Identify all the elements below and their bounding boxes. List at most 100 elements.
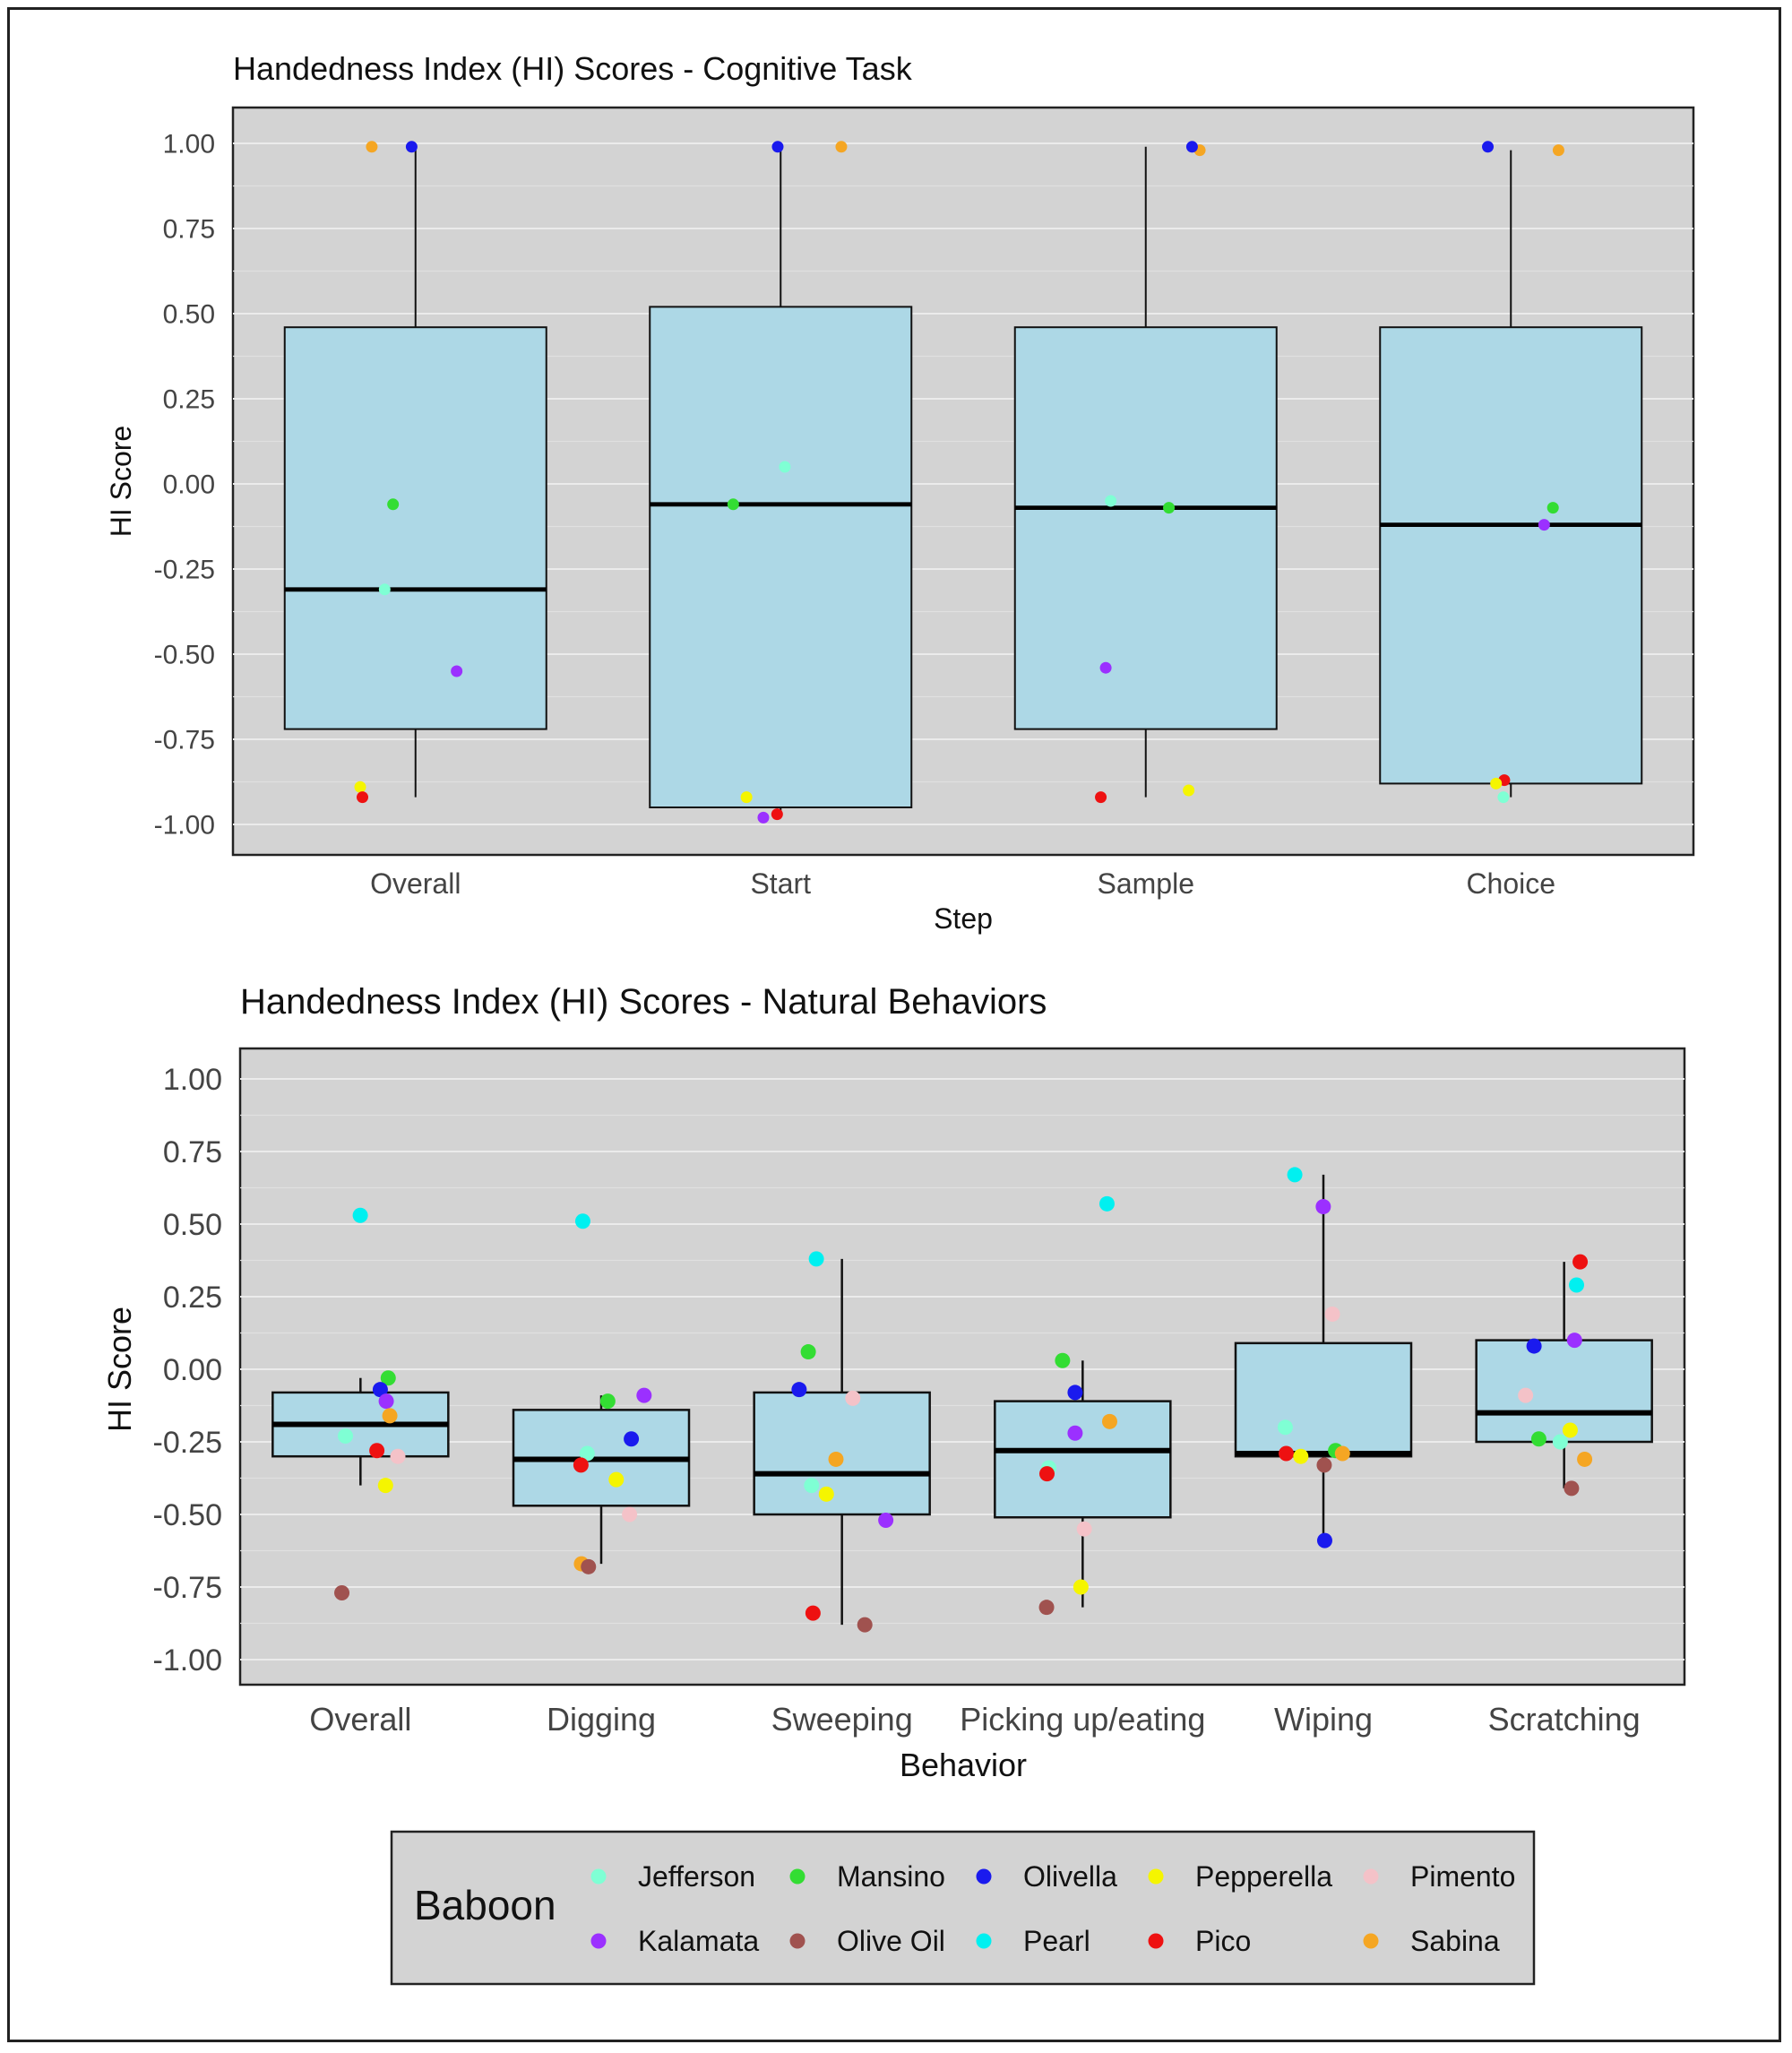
boxplot — [649, 146, 913, 818]
y-tick-label: 0.25 — [163, 1281, 222, 1315]
data-point — [857, 1617, 873, 1633]
x-axis-label: Step — [934, 902, 993, 935]
data-point — [405, 141, 418, 153]
data-point — [573, 1457, 589, 1473]
data-point — [1562, 1422, 1578, 1438]
y-tick-label: -0.75 — [154, 726, 215, 755]
data-point — [1163, 502, 1176, 514]
data-point — [354, 781, 366, 793]
data-point — [771, 808, 783, 821]
box — [1013, 326, 1278, 730]
boxplot — [994, 1360, 1172, 1608]
data-point — [378, 1393, 394, 1410]
y-tick-label: -1.00 — [153, 1643, 223, 1678]
data-point — [574, 1213, 590, 1229]
y-tick-label: 0.50 — [163, 300, 215, 330]
data-point — [1067, 1384, 1083, 1401]
boxplots — [271, 1174, 1653, 1626]
data-point — [369, 1443, 385, 1459]
legend-swatch — [1363, 1868, 1379, 1885]
x-tick-label: Scratching — [1488, 1701, 1641, 1738]
box — [283, 326, 547, 730]
x-tick-label: Picking up/eating — [960, 1701, 1205, 1738]
legend-item: Pepperella — [1148, 1860, 1332, 1893]
box — [649, 306, 913, 808]
legend-box — [390, 1830, 1536, 1986]
legend-item: Jefferson — [590, 1860, 755, 1893]
boxplot — [1379, 150, 1643, 798]
box — [1234, 1341, 1413, 1458]
x-tick-label: Choice — [1466, 867, 1555, 900]
legend-item: Pico — [1148, 1925, 1251, 1957]
data-point — [1067, 1425, 1083, 1441]
data-point — [380, 1370, 396, 1386]
data-point — [878, 1512, 894, 1528]
legend-label: Pico — [1195, 1925, 1251, 1957]
legend-swatch — [590, 1868, 607, 1885]
x-axis-label: Behavior — [900, 1747, 1027, 1783]
data-point — [1538, 519, 1550, 531]
legend-label: Pimento — [1410, 1860, 1515, 1893]
legend-swatch — [1148, 1868, 1164, 1885]
data-point — [804, 1478, 820, 1494]
boxplot — [512, 1395, 691, 1565]
data-point — [727, 498, 739, 511]
data-point — [1315, 1199, 1331, 1215]
legend-swatch — [1148, 1933, 1164, 1949]
legend-item: Kalamata — [590, 1925, 759, 1957]
legend-swatch — [976, 1933, 992, 1949]
box — [1379, 326, 1643, 785]
y-tick-label: 0.00 — [163, 1353, 222, 1387]
data-point — [377, 1478, 393, 1494]
data-point — [1490, 777, 1503, 789]
box — [753, 1391, 931, 1516]
data-point — [334, 1584, 350, 1600]
legend-label: Pepperella — [1195, 1860, 1332, 1893]
y-axis-label: HI Score — [101, 1307, 138, 1432]
legend-item: Pimento — [1363, 1860, 1515, 1893]
data-point — [1183, 784, 1195, 797]
data-point — [1038, 1600, 1055, 1616]
chart-title: Handedness Index (HI) Scores - Natural B… — [240, 982, 1047, 1022]
boxplot — [1013, 146, 1278, 798]
data-point — [581, 1558, 597, 1574]
legend-item: Olivella — [976, 1860, 1117, 1893]
data-point — [382, 1408, 398, 1424]
legend-swatch — [976, 1868, 992, 1885]
legend-items: Jefferson Mansino Olivella Pepperella Piment… — [590, 1860, 1515, 1957]
y-tick-label: -0.50 — [153, 1498, 223, 1532]
data-point — [1105, 495, 1117, 507]
data-point — [1526, 1338, 1542, 1354]
y-tick-label: -0.25 — [153, 1426, 223, 1460]
x-tick-label: Overall — [309, 1701, 411, 1738]
y-tick-label: 1.00 — [163, 130, 215, 160]
figure-frame — [7, 7, 1781, 2042]
data-point — [1552, 1434, 1568, 1450]
data-point — [1482, 141, 1495, 153]
data-point — [1099, 661, 1112, 674]
boxplot — [753, 1258, 931, 1626]
data-point — [1546, 502, 1559, 514]
data-point — [1572, 1254, 1589, 1270]
x-tick-labels: Overall Start Sample Choice — [370, 867, 1555, 900]
data-point — [1095, 791, 1107, 804]
data-point — [1316, 1457, 1332, 1473]
y-tick-label: 1.00 — [163, 1063, 222, 1097]
data-point — [624, 1431, 640, 1447]
legend-item: Pearl — [976, 1925, 1090, 1957]
y-tick-label: -0.25 — [154, 556, 215, 585]
natural-behaviors-chart: Handedness Index (HI) Scores - Natural B… — [101, 982, 1686, 1783]
data-point — [387, 498, 400, 511]
data-point — [338, 1428, 354, 1445]
data-point — [1324, 1306, 1340, 1322]
data-point — [579, 1445, 595, 1462]
data-point — [1076, 1521, 1092, 1537]
data-point — [357, 791, 369, 804]
legend-label: Jefferson — [638, 1860, 755, 1893]
box — [994, 1400, 1172, 1519]
boxplot — [271, 1377, 450, 1486]
data-point — [808, 1251, 824, 1267]
x-tick-label: Start — [750, 867, 811, 900]
data-point — [1518, 1387, 1534, 1403]
